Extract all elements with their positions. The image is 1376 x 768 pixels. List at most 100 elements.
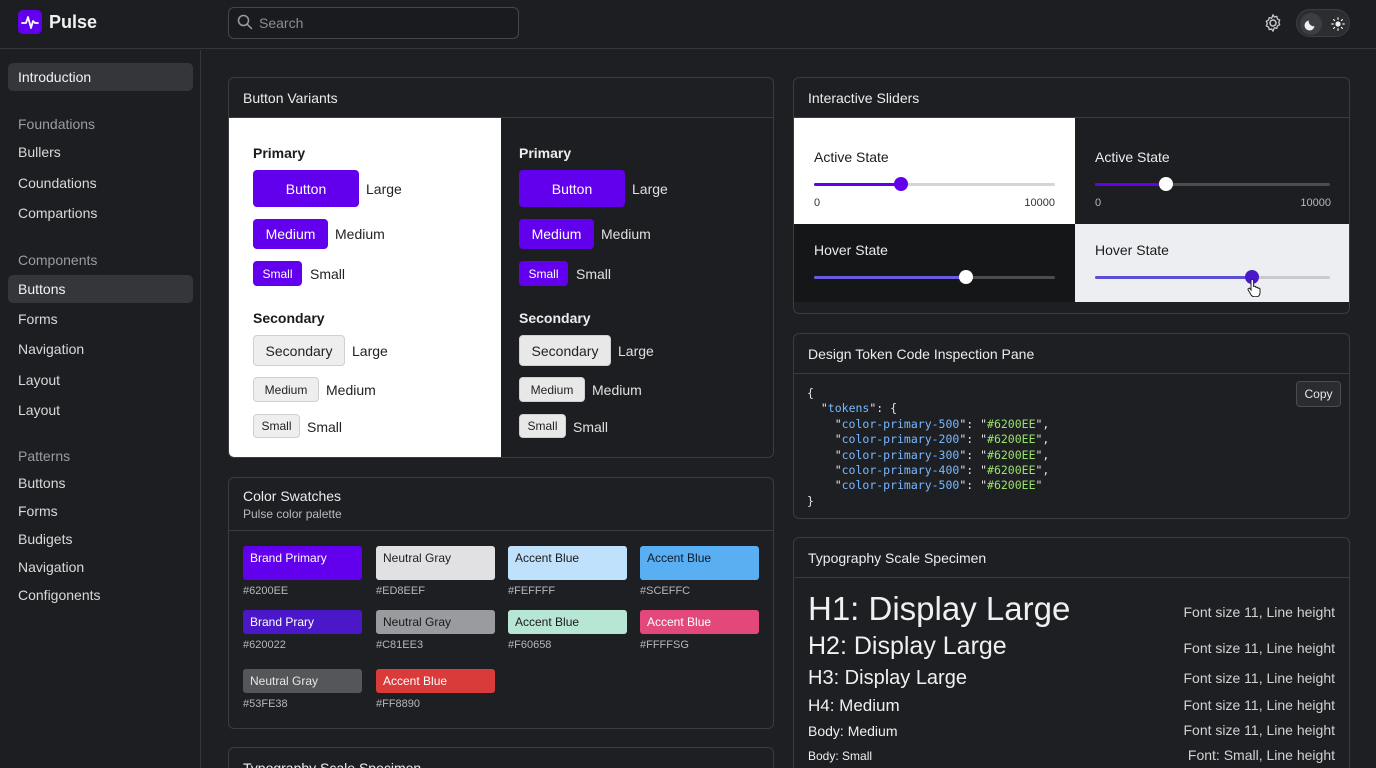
code-token-line: "color-primary-500": "#6200EE", bbox=[807, 416, 1050, 431]
panel-title: Typography Scale Specimen bbox=[794, 538, 1349, 578]
buttons-dark-theme: Primary Button Large Medium Medium Small… bbox=[501, 118, 773, 457]
sidebar-item-coundations[interactable]: Coundations bbox=[18, 175, 97, 191]
sidebar-item-forms[interactable]: Forms bbox=[18, 311, 58, 327]
slider-thumb[interactable] bbox=[958, 270, 973, 284]
secondary-medium-button[interactable]: Medium bbox=[253, 377, 319, 402]
type-row-h2: H2: Display Large Font size 11, Line hei… bbox=[808, 632, 1335, 662]
color-swatch[interactable]: Accent Blue bbox=[508, 610, 627, 634]
secondary-large-button[interactable]: Secondary bbox=[253, 335, 345, 366]
sidebar-item-bullers[interactable]: Bullers bbox=[18, 144, 61, 160]
theme-toggle[interactable] bbox=[1296, 9, 1350, 37]
type-row-body-small: Body: Small Font: Small, Line height bbox=[808, 747, 1335, 768]
buttons-light-theme: Primary Button Large Medium Medium Small… bbox=[229, 118, 501, 457]
slider-active-light: Active State 0 10000 bbox=[794, 118, 1075, 224]
code-root-key: tokens bbox=[827, 401, 870, 416]
sidebar-item-navigation[interactable]: Navigation bbox=[18, 341, 85, 357]
sidebar-item-compartions[interactable]: Compartions bbox=[18, 205, 98, 221]
color-swatch-hex: #F60658 bbox=[508, 639, 552, 651]
token-key: color-primary-500 bbox=[841, 416, 960, 431]
color-swatch[interactable]: Accent Blue bbox=[508, 546, 627, 580]
slider-hover-light: Hover State bbox=[1075, 224, 1349, 302]
size-label-medium: Medium bbox=[335, 226, 385, 242]
color-swatch[interactable]: Brand Primary bbox=[243, 546, 362, 580]
copy-button[interactable]: Copy bbox=[1296, 381, 1341, 407]
search-box[interactable] bbox=[228, 7, 519, 39]
slider-fill bbox=[1095, 276, 1253, 279]
color-swatch[interactable]: Accent Blue bbox=[640, 546, 759, 580]
sidebar-item-layout[interactable]: Layout bbox=[18, 372, 61, 388]
sidebar-item-pattern-forms[interactable]: Forms bbox=[18, 503, 58, 519]
slider-min: 0 bbox=[814, 197, 821, 209]
type-sample-h3: H3: Display Large bbox=[808, 667, 967, 689]
slider-thumb[interactable] bbox=[893, 177, 908, 191]
search-input[interactable] bbox=[259, 15, 499, 31]
app-name[interactable]: Pulse bbox=[49, 12, 98, 32]
sidebar-item-pattern-navigation[interactable]: Navigation bbox=[18, 559, 85, 575]
sidebar-item-pattern-buttons[interactable]: Buttons bbox=[18, 475, 66, 491]
code-block[interactable]: { "tokens": { "color-primary-500": "#620… bbox=[807, 386, 1049, 509]
size-label-large: Large bbox=[618, 343, 654, 359]
sun-icon[interactable] bbox=[1328, 14, 1348, 34]
secondary-medium-button[interactable]: Medium bbox=[519, 377, 585, 402]
secondary-large-button[interactable]: Secondary bbox=[519, 335, 611, 366]
sidebar-item-configonents[interactable]: Configonents bbox=[18, 587, 101, 603]
slider-track[interactable] bbox=[1095, 270, 1330, 284]
size-label-small: Small bbox=[307, 419, 343, 435]
size-label-small: Small bbox=[576, 266, 612, 282]
primary-small-button[interactable]: Small bbox=[253, 261, 302, 286]
gear-icon[interactable] bbox=[1263, 13, 1283, 33]
primary-large-button[interactable]: Button bbox=[253, 170, 359, 207]
color-swatch[interactable]: Neutral Gray bbox=[376, 546, 495, 580]
slider-fill bbox=[1095, 183, 1166, 186]
color-swatch-hex: #53FE38 bbox=[243, 698, 288, 710]
color-swatch-hex: #ED8EEF bbox=[376, 585, 425, 597]
token-key: color-primary-400 bbox=[841, 463, 960, 478]
slider-label: Hover State bbox=[1095, 242, 1169, 258]
pulse-logo-icon[interactable] bbox=[18, 10, 42, 34]
code-brace-close: } bbox=[807, 493, 814, 508]
secondary-section-title: Secondary bbox=[253, 310, 325, 326]
primary-section-title: Primary bbox=[519, 145, 572, 161]
slider-max: 10000 bbox=[1300, 197, 1331, 209]
color-swatch[interactable]: Brand Prary bbox=[243, 610, 362, 634]
sidebar-item-budigets[interactable]: Budigets bbox=[18, 531, 73, 547]
panel-title: Button Variants bbox=[229, 78, 773, 118]
sidebar-group-components: Components bbox=[18, 252, 98, 268]
top-bar: Pulse bbox=[0, 0, 1376, 49]
sidebar: Introduction Foundations Bullers Coundat… bbox=[0, 50, 201, 768]
type-sample-h1: H1: Display Large bbox=[808, 590, 1071, 627]
panel-title: Typography Scale Specimen bbox=[229, 748, 773, 768]
color-swatch[interactable]: Neutral Gray bbox=[243, 669, 362, 693]
primary-medium-button[interactable]: Medium bbox=[519, 219, 594, 249]
slider-fill bbox=[814, 276, 966, 279]
slider-track[interactable] bbox=[1095, 177, 1330, 191]
slider-track[interactable] bbox=[814, 270, 1055, 284]
slider-thumb[interactable] bbox=[1245, 270, 1260, 284]
interactive-sliders-panel: Interactive Sliders Active State 0 10000… bbox=[793, 77, 1350, 314]
color-swatch[interactable]: Accent Blue bbox=[640, 610, 759, 634]
type-sample-h4: H4: Medium bbox=[808, 696, 900, 715]
color-swatch[interactable]: Accent Blue bbox=[376, 669, 495, 693]
primary-large-button[interactable]: Button bbox=[519, 170, 625, 207]
secondary-small-button[interactable]: Small bbox=[519, 414, 566, 438]
slider-min: 0 bbox=[1095, 197, 1102, 209]
sidebar-item-introduction[interactable]: Introduction bbox=[8, 63, 193, 91]
slider-thumb[interactable] bbox=[1158, 177, 1173, 191]
type-row-body-medium: Body: Medium Font size 11, Line height bbox=[808, 722, 1335, 743]
pointer-cursor-icon bbox=[1247, 278, 1261, 300]
size-label-large: Large bbox=[366, 181, 402, 197]
code-token-line: "color-primary-200": "#6200EE", bbox=[807, 432, 1050, 447]
slider-max: 10000 bbox=[1024, 197, 1055, 209]
primary-medium-button[interactable]: Medium bbox=[253, 219, 328, 249]
sidebar-item-buttons[interactable]: Buttons bbox=[8, 275, 193, 303]
type-meta: Font size 11, Line height bbox=[1183, 604, 1335, 620]
sidebar-item-layout-2[interactable]: Layout bbox=[18, 402, 61, 418]
secondary-small-button[interactable]: Small bbox=[253, 414, 300, 438]
type-meta: Font size 11, Line height bbox=[1183, 670, 1335, 686]
type-sample-body-small: Body: Small bbox=[808, 749, 873, 763]
slider-track[interactable] bbox=[814, 177, 1055, 191]
primary-small-button[interactable]: Small bbox=[519, 261, 568, 286]
token-lines: "color-primary-500": "#6200EE", "color-p… bbox=[807, 416, 1050, 493]
moon-icon[interactable] bbox=[1300, 13, 1322, 35]
color-swatch[interactable]: Neutral Gray bbox=[376, 610, 495, 634]
